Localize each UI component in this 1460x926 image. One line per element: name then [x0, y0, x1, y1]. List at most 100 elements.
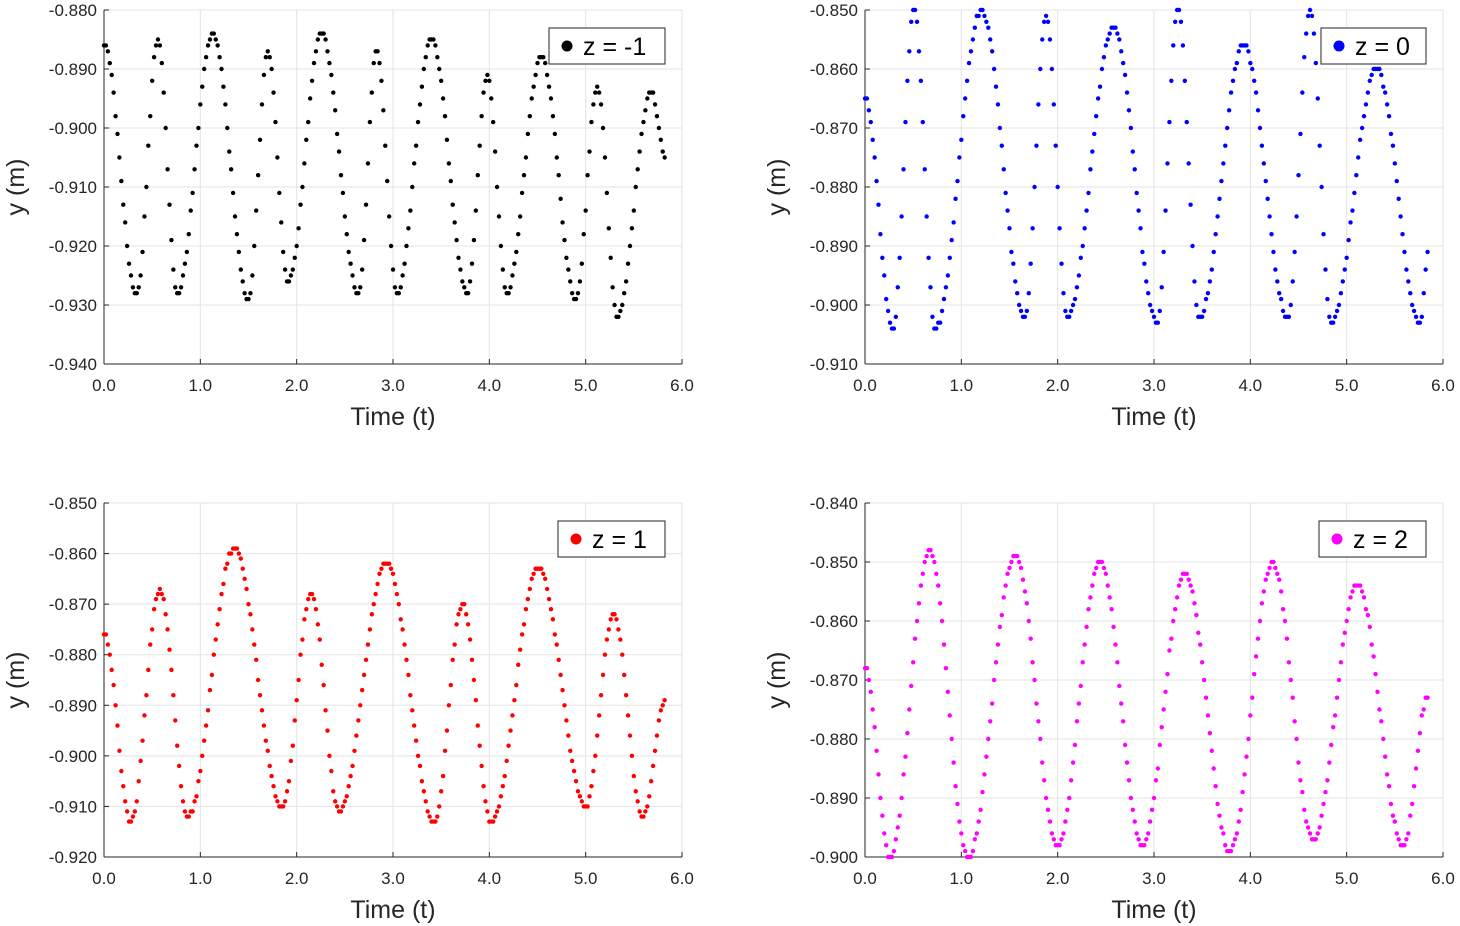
data-point — [1167, 119, 1172, 125]
data-point — [508, 728, 513, 733]
data-point — [186, 814, 191, 819]
data-point — [411, 723, 417, 728]
legend-marker — [1331, 533, 1343, 545]
data-point — [1367, 624, 1372, 630]
data-point — [1192, 279, 1197, 284]
data-point — [232, 214, 238, 219]
legend-label: z = 1 — [592, 526, 647, 554]
legend: z = 1 — [557, 520, 666, 558]
data-point — [371, 60, 376, 66]
data-point — [654, 114, 660, 119]
data-point — [1402, 249, 1407, 255]
data-point — [1304, 819, 1309, 824]
subplot-2: 0.0 1.0 2.0 3.0 4.0 5.0 6.0 -0.850 -0.860 -0.870 -… — [763, 1, 1455, 431]
data-point — [261, 723, 267, 728]
data-point — [348, 261, 353, 266]
data-point — [1350, 208, 1355, 213]
data-point — [587, 149, 592, 154]
y-tick-label: -0.900 — [810, 296, 858, 315]
data-point — [612, 302, 617, 308]
data-point — [1334, 308, 1340, 314]
x-tick-label: 3.0 — [381, 376, 405, 395]
data-point — [641, 814, 646, 819]
data-point — [500, 784, 506, 789]
data-point — [1124, 90, 1130, 95]
data-point — [1080, 660, 1085, 665]
data-point — [109, 72, 114, 78]
data-point — [972, 25, 978, 30]
data-point — [165, 627, 170, 632]
y-tick-label: -0.870 — [810, 671, 858, 690]
data-point — [1396, 837, 1401, 842]
data-point — [138, 273, 143, 278]
data-point — [263, 55, 269, 60]
data-point — [1022, 589, 1028, 594]
data-point — [1215, 801, 1220, 807]
data-point — [1348, 220, 1353, 225]
data-point — [517, 214, 523, 219]
data-point — [1032, 677, 1037, 683]
data-point — [304, 607, 309, 612]
data-point — [201, 738, 207, 743]
data-point — [1321, 801, 1326, 807]
data-point — [319, 662, 324, 668]
data-point — [236, 551, 242, 556]
data-point — [479, 114, 484, 119]
data-point — [161, 90, 166, 95]
data-point — [442, 114, 448, 119]
data-point — [454, 622, 459, 627]
data-point — [1161, 707, 1166, 712]
data-point — [593, 753, 598, 759]
data-point — [970, 848, 976, 854]
data-point — [265, 49, 270, 54]
data-point — [481, 90, 486, 95]
data-point — [1253, 654, 1259, 659]
data-point — [246, 296, 251, 302]
data-point — [1113, 25, 1118, 30]
data-point — [1207, 279, 1213, 284]
data-point — [456, 255, 461, 260]
data-point — [1099, 559, 1105, 565]
data-point — [1300, 90, 1305, 95]
data-point — [635, 799, 640, 804]
data-point — [558, 196, 563, 201]
data-point — [1406, 279, 1411, 284]
data-point — [912, 636, 918, 641]
data-point — [1203, 296, 1209, 302]
data-point — [1124, 760, 1130, 765]
x-tick-label: 6.0 — [1431, 376, 1455, 395]
data-point — [959, 831, 964, 836]
data-point — [467, 637, 473, 642]
data-point — [136, 778, 141, 784]
data-point — [169, 237, 174, 243]
data-point — [930, 314, 935, 319]
data-point — [1136, 208, 1141, 213]
y-tick-label: -0.900 — [49, 119, 97, 138]
data-point — [1409, 302, 1415, 308]
data-point — [519, 190, 525, 196]
data-point — [1371, 654, 1376, 659]
data-point — [427, 814, 432, 819]
data-point — [974, 831, 979, 836]
data-point — [500, 267, 506, 272]
data-point — [1149, 308, 1155, 314]
data-point — [196, 778, 201, 784]
data-point — [608, 617, 613, 622]
data-point — [937, 601, 943, 606]
data-point — [1223, 143, 1228, 148]
data-point — [1109, 607, 1114, 612]
data-point — [918, 583, 924, 588]
data-point — [554, 642, 559, 647]
data-point — [1342, 630, 1347, 635]
data-point — [437, 804, 442, 809]
data-point — [905, 730, 910, 736]
data-point — [982, 772, 987, 777]
data-point — [496, 804, 502, 809]
data-point — [452, 642, 457, 647]
data-point — [589, 784, 594, 789]
data-point — [377, 60, 382, 66]
data-point — [1332, 314, 1338, 319]
data-point — [1325, 296, 1330, 302]
data-point — [918, 78, 924, 84]
data-point — [263, 738, 269, 743]
